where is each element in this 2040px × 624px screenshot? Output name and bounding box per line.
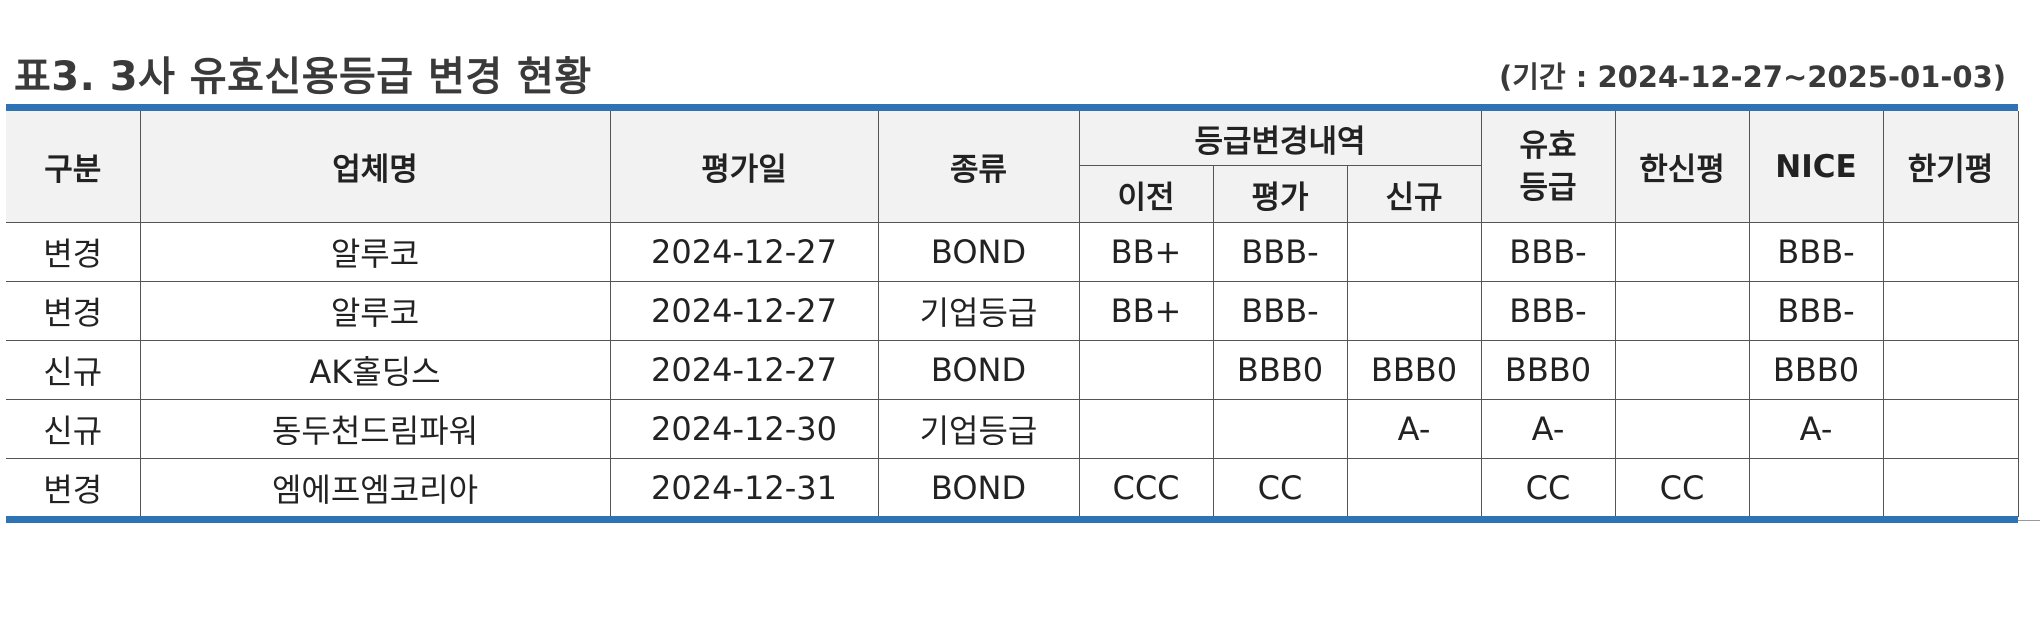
header-valid-grade-line2: 등급 [1519, 169, 1577, 206]
top-rule [6, 104, 2018, 111]
cell-new: A- [1346, 399, 1482, 459]
cell-previous [1078, 399, 1214, 459]
header-row-1: 구분 업체명 평가일 종류 등급변경내역 유효 등급 한신평 NICE 한기평 [6, 111, 2019, 223]
cell-nice [1748, 458, 1884, 517]
cell-previous: BB+ [1078, 222, 1214, 282]
cell-company: 알루코 [139, 222, 611, 282]
header-division: 구분 [6, 111, 141, 223]
table-row: 변경 엠에프엠코리아 2024-12-31 BOND CCC CC CC CC [6, 458, 2019, 517]
cell-evaluation: BBB- [1212, 281, 1348, 341]
cell-valid-grade: BBB- [1480, 222, 1616, 282]
header-hanshin: 한신평 [1614, 111, 1750, 223]
cell-type: BOND [877, 458, 1080, 517]
cell-valid-grade: BBB0 [1480, 340, 1616, 400]
cell-company: AK홀딩스 [139, 340, 611, 400]
cell-company: 알루코 [139, 281, 611, 341]
bottom-rule-tail [2018, 520, 2040, 521]
header-nice: NICE [1748, 111, 1884, 223]
cell-eval-date: 2024-12-27 [609, 222, 879, 282]
period-label: (기간 : 2024-12-27~2025-01-03) [1499, 60, 2006, 94]
cell-eval-date: 2024-12-31 [609, 458, 879, 517]
table-row: 변경 알루코 2024-12-27 BOND BB+ BBB- BBB- BBB- [6, 222, 2019, 282]
cell-eval-date: 2024-12-27 [609, 281, 879, 341]
cell-new [1346, 222, 1482, 282]
cell-nice: BBB- [1748, 222, 1884, 282]
cell-valid-grade: A- [1480, 399, 1616, 459]
cell-type: BOND [877, 340, 1080, 400]
cell-hankipyeong [1882, 399, 2019, 459]
header-new: 신규 [1346, 165, 1482, 223]
cell-previous: CCC [1078, 458, 1214, 517]
cell-type: 기업등급 [877, 399, 1080, 459]
cell-new: BBB0 [1346, 340, 1482, 400]
header-eval-date: 평가일 [609, 111, 879, 223]
cell-evaluation: BBB- [1212, 222, 1348, 282]
cell-type: BOND [877, 222, 1080, 282]
cell-eval-date: 2024-12-27 [609, 340, 879, 400]
bottom-rule [6, 516, 2018, 523]
cell-division: 변경 [6, 458, 141, 517]
cell-hanshin [1614, 222, 1750, 282]
header-hankipyeong: 한기평 [1882, 111, 2019, 223]
cell-nice: A- [1748, 399, 1884, 459]
rating-change-table: 구분 업체명 평가일 종류 등급변경내역 유효 등급 한신평 NICE 한기평 … [6, 111, 2019, 517]
cell-evaluation [1212, 399, 1348, 459]
cell-eval-date: 2024-12-30 [609, 399, 879, 459]
cell-evaluation: CC [1212, 458, 1348, 517]
cell-hankipyeong [1882, 340, 2019, 400]
table-row: 신규 AK홀딩스 2024-12-27 BOND BBB0 BBB0 BBB0 BBB0 [6, 340, 2019, 400]
cell-hankipyeong [1882, 222, 2019, 282]
cell-hanshin [1614, 340, 1750, 400]
cell-company: 동두천드림파워 [139, 399, 611, 459]
cell-evaluation: BBB0 [1212, 340, 1348, 400]
cell-company: 엠에프엠코리아 [139, 458, 611, 517]
cell-hankipyeong [1882, 458, 2019, 517]
cell-valid-grade: BBB- [1480, 281, 1616, 341]
table-row: 신규 동두천드림파워 2024-12-30 기업등급 A- A- A- [6, 399, 2019, 459]
cell-valid-grade: CC [1480, 458, 1616, 517]
header-change-group: 등급변경내역 [1078, 111, 1482, 166]
cell-nice: BBB0 [1748, 340, 1884, 400]
cell-previous: BB+ [1078, 281, 1214, 341]
header-evaluation: 평가 [1212, 165, 1348, 223]
cell-type: 기업등급 [877, 281, 1080, 341]
cell-division: 변경 [6, 222, 141, 282]
cell-hanshin [1614, 399, 1750, 459]
cell-division: 신규 [6, 340, 141, 400]
table-row: 변경 알루코 2024-12-27 기업등급 BB+ BBB- BBB- BBB- [6, 281, 2019, 341]
header-company: 업체명 [139, 111, 611, 223]
table-body: 변경 알루코 2024-12-27 BOND BB+ BBB- BBB- BBB- 변경 알루코 2… [6, 222, 2019, 517]
cell-nice: BBB- [1748, 281, 1884, 341]
cell-division: 변경 [6, 281, 141, 341]
cell-hankipyeong [1882, 281, 2019, 341]
header-valid-grade-line1: 유효 [1519, 127, 1577, 164]
header-row-2: 이전 평가 신규 [6, 165, 2018, 223]
cell-new [1346, 458, 1482, 517]
cell-previous [1078, 340, 1214, 400]
cell-new [1346, 281, 1482, 341]
header-previous: 이전 [1079, 165, 1214, 223]
cell-division: 신규 [6, 399, 141, 459]
cell-hanshin [1614, 281, 1750, 341]
header-type: 종류 [877, 111, 1080, 223]
table-title: 표3. 3사 유효신용등급 변경 현황 [14, 54, 592, 100]
header-valid-grade: 유효 등급 [1480, 111, 1616, 223]
cell-hanshin: CC [1614, 458, 1750, 517]
